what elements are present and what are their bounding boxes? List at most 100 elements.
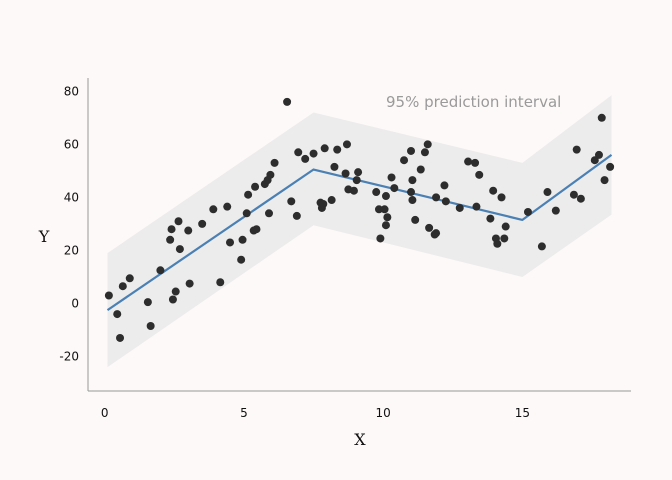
data-point <box>407 146 416 155</box>
data-point <box>198 219 207 228</box>
data-point <box>166 235 175 244</box>
data-point <box>420 148 429 157</box>
data-point <box>330 162 339 171</box>
data-point <box>354 168 363 177</box>
data-point <box>432 229 441 238</box>
data-point <box>156 266 165 275</box>
y-tick-label: -20 <box>59 350 79 364</box>
data-point <box>352 176 361 185</box>
data-point <box>486 214 495 223</box>
tick-labels: 0 5 10 15 -20 0 20 40 60 80 <box>59 84 530 420</box>
data-point <box>125 274 134 283</box>
data-point <box>523 207 532 216</box>
data-point <box>597 113 606 122</box>
data-point <box>497 193 506 202</box>
x-tick-label: 15 <box>515 406 530 420</box>
data-point <box>146 322 155 331</box>
data-point <box>551 206 560 215</box>
data-point <box>537 242 546 251</box>
data-point <box>294 148 303 157</box>
data-point <box>309 149 318 158</box>
axes <box>87 78 631 392</box>
data-point <box>455 203 464 212</box>
data-point <box>118 282 127 291</box>
data-point <box>252 225 261 234</box>
data-point <box>175 245 184 254</box>
fit-line-layer <box>106 154 613 312</box>
data-point <box>500 234 509 243</box>
data-point <box>416 165 425 174</box>
data-point <box>489 186 498 195</box>
data-point <box>301 154 310 163</box>
data-point <box>265 209 273 218</box>
data-point <box>576 194 585 203</box>
data-point <box>440 181 449 190</box>
data-point <box>400 156 409 165</box>
data-point <box>104 291 113 300</box>
data-point <box>320 144 329 153</box>
data-point <box>374 205 383 214</box>
data-point <box>600 176 609 185</box>
data-point <box>407 188 416 197</box>
y-tick-label: 80 <box>64 84 79 98</box>
data-point <box>376 234 385 243</box>
data-point <box>342 140 351 149</box>
data-point <box>493 239 502 248</box>
data-point <box>425 223 434 232</box>
data-point <box>501 222 510 231</box>
data-point <box>292 211 301 220</box>
data-point <box>251 182 260 191</box>
data-point <box>390 184 399 193</box>
data-point <box>143 298 152 307</box>
data-point <box>471 158 480 167</box>
data-point <box>349 186 358 195</box>
data-point <box>333 145 342 154</box>
y-axis-title: Y <box>38 227 50 246</box>
data-point <box>408 176 417 185</box>
data-point <box>387 173 396 182</box>
x-tick-label: 10 <box>376 406 391 420</box>
data-point <box>319 199 328 208</box>
x-tick-label: 5 <box>240 406 248 420</box>
prediction-interval-band <box>107 95 612 368</box>
data-point <box>174 217 183 226</box>
data-point <box>113 310 122 319</box>
data-point <box>216 278 225 287</box>
data-point <box>380 205 389 214</box>
data-point <box>475 170 484 179</box>
data-point <box>411 215 420 224</box>
y-tick-label: 20 <box>64 243 79 257</box>
data-point <box>432 193 441 202</box>
data-point <box>185 279 194 288</box>
data-point <box>168 295 177 304</box>
data-point <box>381 221 390 230</box>
data-point <box>287 197 296 206</box>
data-point <box>327 196 336 205</box>
data-point <box>184 226 193 235</box>
data-point <box>572 145 581 154</box>
data-point <box>237 255 246 264</box>
data-point <box>171 287 180 296</box>
prediction-interval-annotation: 95% prediction interval <box>386 93 561 111</box>
data-point <box>372 188 381 197</box>
data-point <box>543 188 552 197</box>
data-point <box>594 150 603 159</box>
y-tick-label: 60 <box>64 137 79 151</box>
data-point <box>266 170 275 179</box>
prediction-band-layer <box>107 95 612 368</box>
data-point <box>223 202 232 211</box>
data-point <box>381 192 390 201</box>
x-axis-title: X <box>354 430 366 449</box>
data-point <box>569 190 578 199</box>
data-point <box>226 238 235 247</box>
data-point <box>383 213 392 222</box>
data-point <box>244 190 253 199</box>
data-point <box>341 169 350 178</box>
data-point <box>116 333 125 342</box>
y-tick-label: 0 <box>71 296 79 310</box>
data-point <box>441 197 450 206</box>
data-points <box>104 97 615 342</box>
data-point <box>167 225 176 234</box>
fit-line <box>106 154 613 312</box>
